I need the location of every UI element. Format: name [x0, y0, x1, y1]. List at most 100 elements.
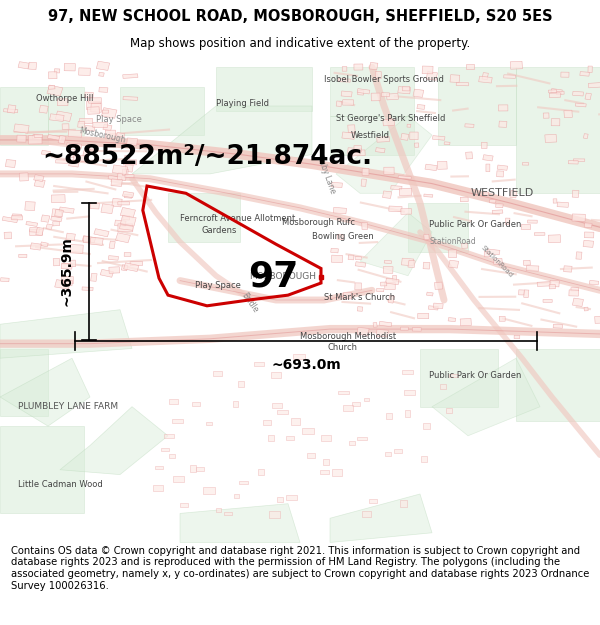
Bar — [168, 193, 240, 242]
Bar — [66, 233, 76, 241]
Bar — [400, 327, 408, 330]
Bar — [101, 204, 113, 214]
Bar — [73, 155, 88, 162]
Bar — [543, 113, 549, 118]
Polygon shape — [0, 310, 132, 358]
Bar — [277, 497, 283, 502]
Text: Public Park Or Garden: Public Park Or Garden — [429, 221, 521, 229]
Bar — [388, 296, 394, 303]
Bar — [355, 283, 361, 290]
Bar — [420, 349, 498, 407]
Bar — [164, 434, 174, 438]
Bar — [34, 174, 44, 182]
Bar — [109, 267, 119, 273]
Bar — [564, 110, 572, 118]
Bar — [549, 92, 560, 98]
Bar — [18, 62, 29, 69]
Bar — [57, 99, 68, 106]
Bar — [118, 202, 130, 205]
Bar — [490, 199, 496, 203]
Bar — [412, 328, 421, 331]
Bar — [105, 130, 116, 138]
Bar — [30, 243, 41, 250]
Text: Owthorpe Hill: Owthorpe Hill — [36, 94, 94, 103]
Bar — [352, 150, 365, 156]
Text: Bowling Green: Bowling Green — [312, 232, 374, 241]
Bar — [398, 86, 410, 94]
Bar — [291, 418, 300, 424]
Bar — [64, 280, 73, 286]
Bar — [125, 174, 134, 178]
Bar — [344, 292, 352, 299]
Bar — [5, 159, 16, 168]
Bar — [357, 438, 367, 441]
Bar — [343, 404, 353, 411]
Bar — [293, 354, 305, 359]
Bar — [19, 254, 27, 258]
Bar — [277, 410, 289, 414]
Bar — [55, 279, 70, 289]
Bar — [86, 101, 100, 110]
Bar — [433, 303, 443, 309]
Bar — [461, 243, 467, 248]
Bar — [85, 92, 94, 98]
Bar — [437, 161, 447, 169]
Text: Little Cadman Wood: Little Cadman Wood — [18, 480, 103, 489]
Polygon shape — [360, 213, 432, 276]
Bar — [399, 188, 412, 196]
Bar — [26, 221, 38, 226]
Bar — [449, 374, 458, 377]
Bar — [124, 160, 137, 165]
Bar — [548, 90, 557, 92]
Bar — [268, 435, 274, 441]
Text: 97, NEW SCHOOL ROAD, MOSBOROUGH, SHEFFIELD, S20 5ES: 97, NEW SCHOOL ROAD, MOSBOROUGH, SHEFFIE… — [47, 9, 553, 24]
Bar — [59, 207, 74, 213]
Bar — [526, 266, 539, 271]
Bar — [190, 466, 196, 472]
Bar — [479, 76, 492, 83]
Text: ~365.9m: ~365.9m — [60, 236, 74, 306]
Bar — [97, 61, 110, 71]
Bar — [161, 448, 169, 451]
Bar — [493, 258, 502, 264]
Bar — [68, 130, 82, 137]
Bar — [572, 298, 583, 306]
Bar — [254, 362, 265, 366]
Bar — [286, 436, 294, 440]
Bar — [48, 87, 84, 135]
Bar — [193, 402, 200, 406]
Bar — [103, 124, 112, 131]
Bar — [499, 121, 507, 127]
Bar — [556, 91, 564, 94]
Bar — [41, 215, 50, 222]
Bar — [426, 72, 437, 80]
Bar — [2, 216, 18, 222]
Text: Ferncroft Avenue Allotment: Ferncroft Avenue Allotment — [180, 214, 295, 223]
Bar — [379, 321, 392, 327]
Bar — [58, 136, 66, 144]
Bar — [120, 87, 204, 135]
Text: St George's Park Sheffield: St George's Park Sheffield — [336, 114, 445, 122]
Bar — [341, 91, 352, 97]
Bar — [124, 194, 132, 198]
Bar — [448, 318, 456, 322]
Bar — [332, 469, 343, 476]
Bar — [460, 319, 472, 326]
Bar — [70, 149, 75, 158]
Bar — [401, 134, 409, 140]
Bar — [523, 162, 529, 165]
Bar — [553, 324, 563, 328]
Bar — [386, 278, 399, 284]
Bar — [233, 401, 238, 408]
Bar — [70, 244, 83, 253]
Bar — [389, 206, 402, 212]
Bar — [321, 435, 331, 441]
Bar — [589, 82, 600, 88]
Bar — [569, 290, 578, 296]
Text: StationRoad: StationRoad — [429, 238, 476, 246]
Bar — [4, 109, 18, 112]
Bar — [551, 89, 562, 94]
Bar — [342, 67, 347, 71]
Text: Map shows position and indicative extent of the property.: Map shows position and indicative extent… — [130, 37, 470, 49]
Bar — [196, 467, 204, 471]
